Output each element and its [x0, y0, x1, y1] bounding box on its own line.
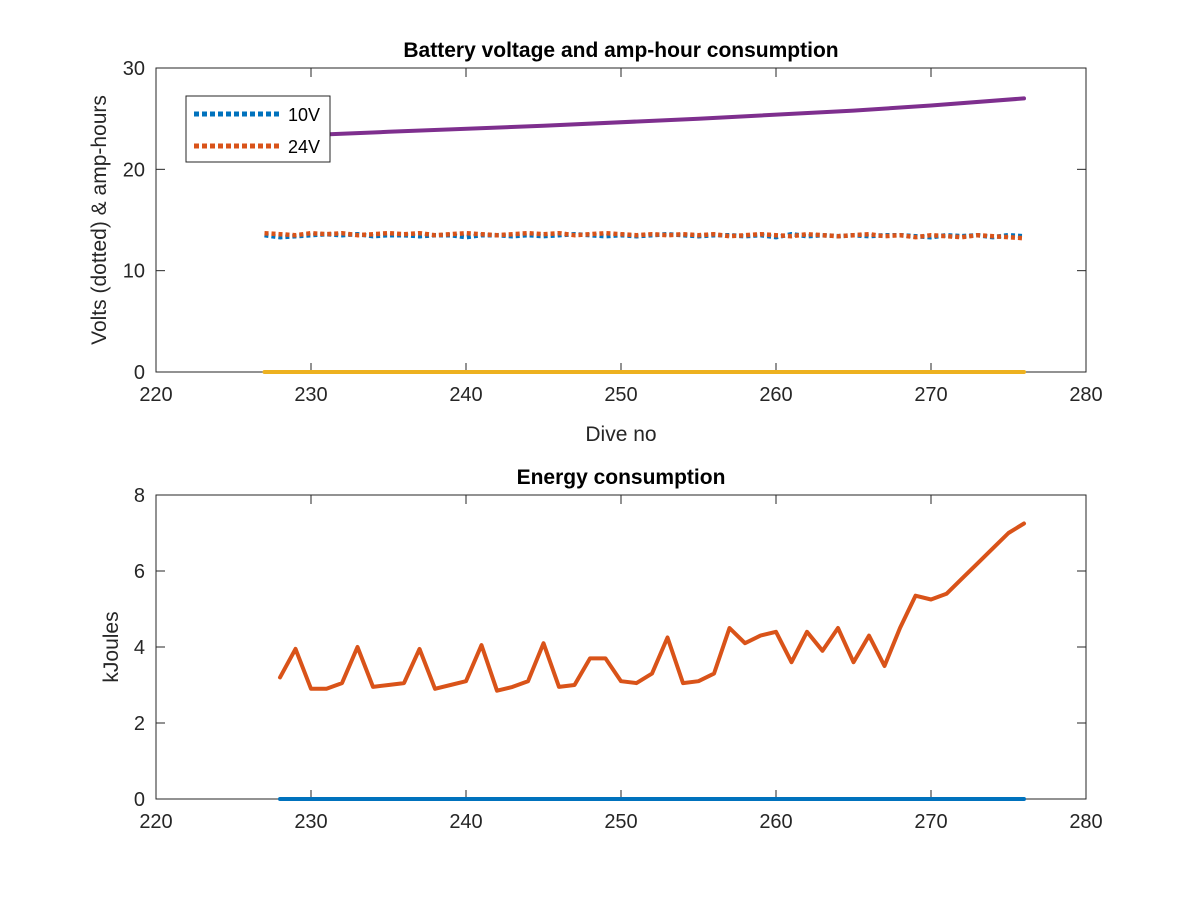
x-tick-label: 270 [914, 384, 947, 406]
y-tick-label: 4 [134, 637, 145, 659]
y-axis-label: kJoules [100, 611, 123, 682]
x-tick-label: 240 [449, 811, 482, 833]
x-tick-label: 260 [759, 811, 792, 833]
y-tick-label: 6 [134, 561, 145, 583]
y-tick-label: 0 [134, 789, 145, 811]
legend-label-24v: 24V [288, 137, 320, 157]
series-group [262, 96, 1026, 374]
legend-label-10v: 10V [288, 105, 320, 125]
series-line-24v [264, 230, 1025, 241]
chart-title: Battery voltage and amp-hour consumption [403, 39, 838, 62]
x-tick-label: 240 [449, 384, 482, 406]
series-group [278, 521, 1026, 801]
y-axis-label: Volts (dotted) & amp-hours [88, 95, 111, 345]
x-tick-label: 230 [294, 811, 327, 833]
tick-group: 220 230 240 250 260 270 280 0 2 4 6 8 [134, 485, 1103, 833]
chart-battery-voltage: 220 230 240 250 260 270 280 0 10 20 30 Battery vol… [88, 39, 1103, 446]
x-tick-label: 220 [139, 384, 172, 406]
x-tick-label: 220 [139, 811, 172, 833]
series-line-bottom-0 [278, 521, 1026, 693]
y-tick-label: 0 [134, 362, 145, 384]
x-tick-label: 280 [1069, 811, 1102, 833]
legend-box [185, 95, 331, 163]
chart-energy-consumption: 220 230 240 250 260 270 280 0 2 4 6 8 Energy consum… [100, 466, 1103, 833]
x-tick-label: 280 [1069, 384, 1102, 406]
x-tick-label: 250 [604, 384, 637, 406]
series-line-top-2 [262, 96, 1026, 139]
y-tick-label: 8 [134, 485, 145, 507]
x-axis-label: Dive no [585, 423, 656, 446]
x-tick-label: 230 [294, 384, 327, 406]
y-tick-label: 20 [123, 159, 145, 181]
x-tick-label: 270 [914, 811, 947, 833]
x-tick-label: 260 [759, 384, 792, 406]
y-tick-label: 10 [123, 261, 145, 283]
y-tick-label: 30 [123, 58, 145, 80]
legend: 10V 24V [185, 95, 331, 163]
y-tick-label: 2 [134, 713, 145, 735]
chart-title: Energy consumption [517, 466, 726, 489]
x-tick-label: 250 [604, 811, 637, 833]
